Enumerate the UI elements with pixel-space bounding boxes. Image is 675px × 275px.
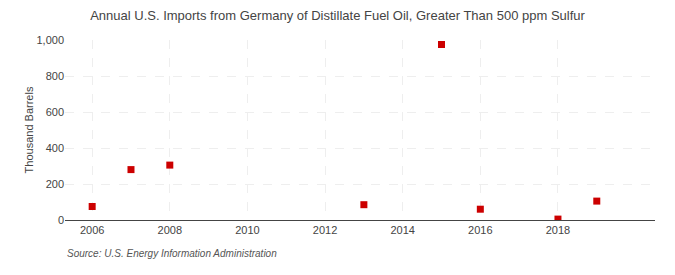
svg-text:Annual U.S. Imports from Germa: Annual U.S. Imports from Germany of Dist… [90, 8, 585, 23]
svg-text:400: 400 [46, 142, 64, 154]
svg-text:2010: 2010 [235, 224, 259, 236]
svg-text:2012: 2012 [313, 224, 337, 236]
svg-text:2018: 2018 [546, 224, 570, 236]
svg-text:2008: 2008 [158, 224, 182, 236]
svg-text:Thousand Barrels: Thousand Barrels [23, 86, 35, 173]
svg-text:2014: 2014 [390, 224, 414, 236]
svg-text:200: 200 [46, 178, 64, 190]
svg-text:2016: 2016 [468, 224, 492, 236]
svg-text:800: 800 [46, 70, 64, 82]
svg-text:Source: U.S. Energy Informatio: Source: U.S. Energy Information Administ… [67, 248, 277, 259]
svg-text:2006: 2006 [80, 224, 104, 236]
svg-text:0: 0 [58, 214, 64, 226]
svg-text:600: 600 [46, 106, 64, 118]
svg-text:1,000: 1,000 [36, 34, 64, 46]
